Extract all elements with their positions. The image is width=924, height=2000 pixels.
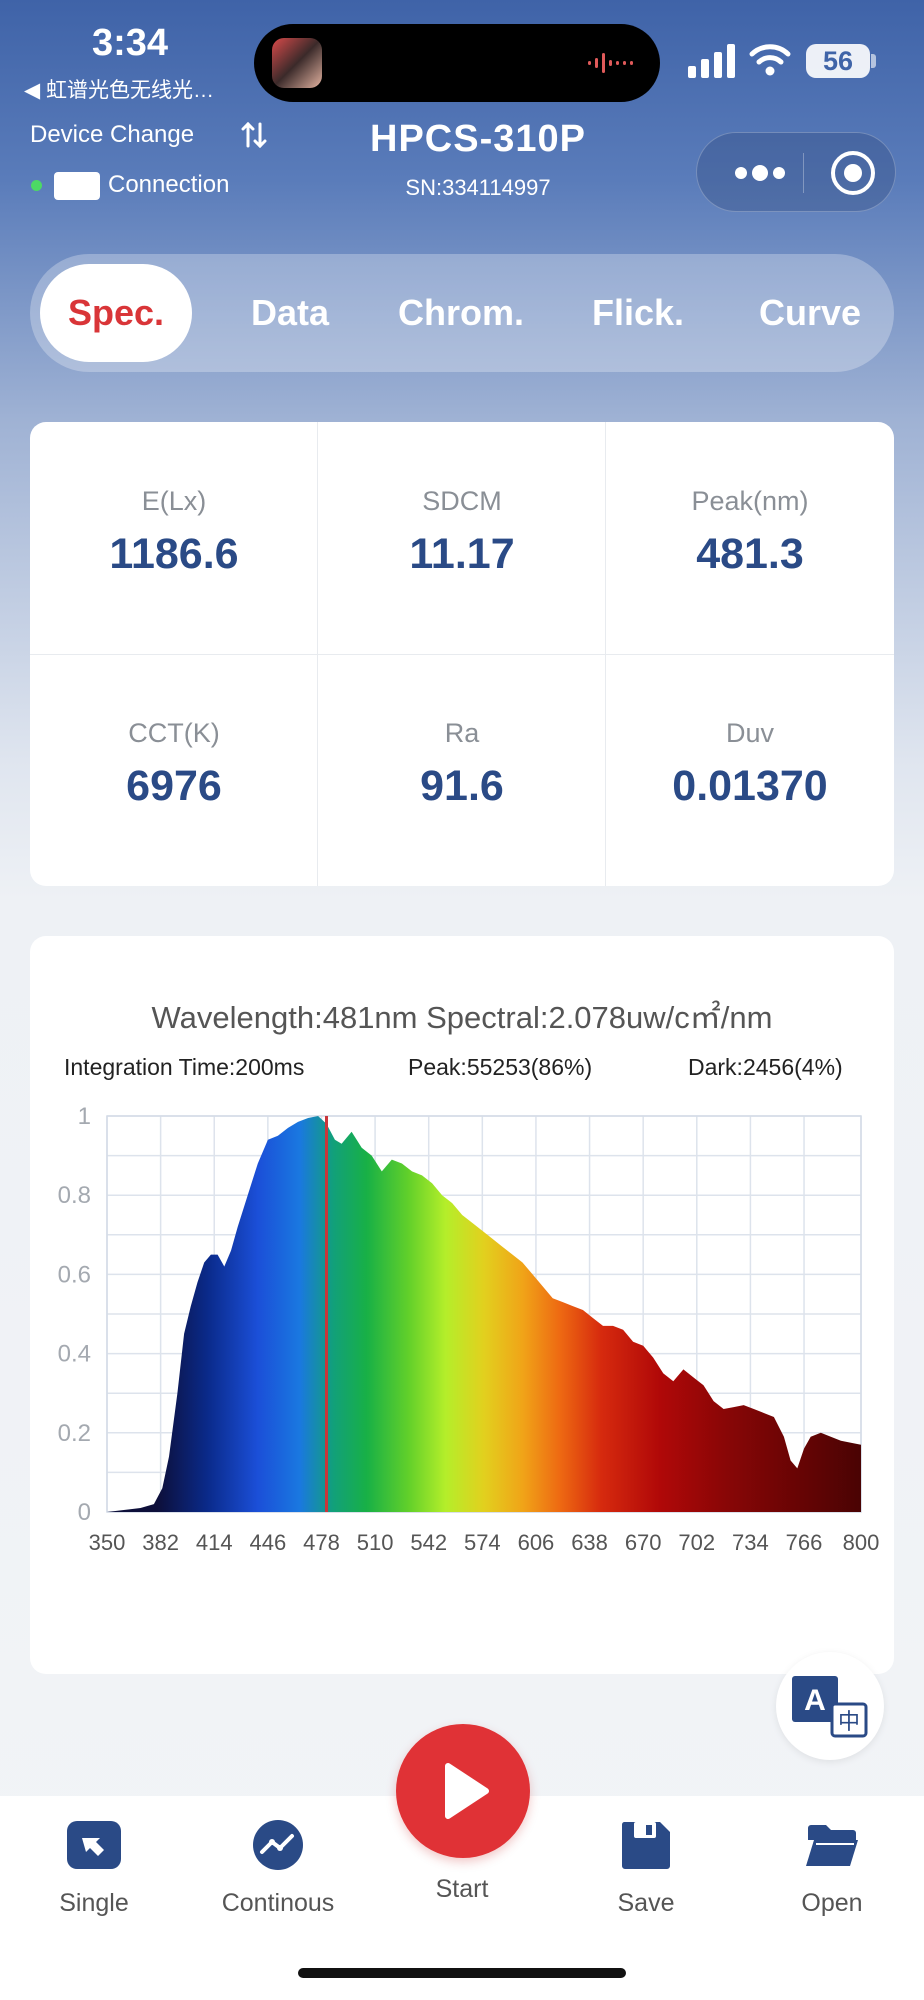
metric-ra: Ra 91.6 (318, 654, 606, 886)
open-label: Open (801, 1889, 863, 1917)
x-tick-label: 800 (843, 1530, 880, 1555)
metric-value: 0.01370 (672, 762, 828, 810)
folder-open-icon (806, 1825, 858, 1866)
x-tick-label: 478 (303, 1530, 340, 1555)
dark-count: Dark:2456(4%) (688, 1054, 843, 1080)
spectrum-area (107, 1116, 861, 1512)
now-playing-thumbnail (272, 38, 322, 88)
y-tick-label: 0.2 (58, 1420, 91, 1447)
metrics-card: E(Lx) 1186.6 SDCM 11.17 Peak(nm) 481.3 C… (30, 422, 894, 886)
miniprogram-capsule (696, 132, 896, 212)
y-tick-label: 1 (78, 1103, 91, 1130)
capsule-divider (803, 153, 804, 193)
translate-button[interactable]: A 中 (776, 1652, 884, 1760)
tab-curve[interactable]: Curve (758, 292, 862, 333)
tab-bar: Spec. Data Chrom. Flick. Curve (30, 254, 894, 372)
metric-label: Duv (725, 718, 774, 748)
swap-arrows-icon[interactable] (240, 120, 268, 150)
metric-label: SDCM (422, 486, 502, 516)
metric-duv: Duv 0.01370 (606, 654, 894, 886)
device-model-title: HPCS-310P (370, 118, 586, 160)
metric-value: 1186.6 (109, 530, 239, 578)
x-tick-label: 606 (518, 1530, 555, 1555)
grid-divider (30, 654, 894, 655)
wavelength-readout: Wavelength:481nm Spectral:2.078uw/c㎡/nm (151, 1000, 773, 1035)
single-label: Single (59, 1889, 129, 1917)
single-measure-icon (67, 1821, 121, 1869)
y-tick-label: 0.4 (58, 1341, 91, 1368)
status-time: 3:34 (92, 22, 169, 64)
play-icon (445, 1763, 489, 1819)
spectrum-card: Wavelength:481nm Spectral:2.078uw/c㎡/nm … (30, 936, 894, 1674)
metric-value: 91.6 (420, 762, 504, 810)
x-tick-label: 702 (678, 1530, 715, 1555)
tab-spec[interactable]: Spec. (40, 264, 192, 362)
save-icon (621, 1822, 670, 1869)
metric-illuminance: E(Lx) 1186.6 (30, 422, 318, 654)
tab-data[interactable]: Data (250, 292, 330, 333)
metric-value: 11.17 (409, 530, 515, 578)
connection-label: Connection (108, 171, 230, 198)
battery-tip (871, 54, 876, 68)
battery-icon: 56 (806, 44, 870, 78)
dynamic-island[interactable] (254, 24, 660, 102)
x-tick-label: 638 (571, 1530, 608, 1555)
continuous-button[interactable]: Continous (198, 1820, 358, 1918)
more-options-icon[interactable] (725, 155, 795, 191)
start-button[interactable] (396, 1724, 530, 1858)
translate-icon: A 中 (792, 1676, 868, 1738)
home-indicator[interactable] (298, 1968, 626, 1978)
x-tick-label: 670 (625, 1530, 662, 1555)
device-serial: SN:334114997 (405, 175, 551, 200)
x-tick-label: 766 (786, 1530, 823, 1555)
audio-wave-icon (588, 53, 633, 73)
metric-sdcm: SDCM 11.17 (318, 422, 606, 654)
connection-type-badge (54, 172, 100, 200)
wifi-icon (749, 44, 791, 76)
integration-time: Integration Time:200ms (64, 1054, 305, 1080)
open-button[interactable]: Open (752, 1820, 912, 1918)
tab-flick[interactable]: Flick. (591, 292, 685, 333)
metric-label: E(Lx) (141, 486, 207, 516)
x-tick-label: 382 (142, 1530, 179, 1555)
x-tick-label: 542 (410, 1530, 447, 1555)
tab-chrom[interactable]: Chrom. (398, 292, 524, 333)
continuous-label: Continous (221, 1889, 335, 1917)
metric-label: Ra (444, 718, 480, 748)
x-tick-label: 350 (89, 1530, 126, 1555)
device-change-button[interactable]: Device Change (30, 121, 195, 148)
x-tick-label: 446 (249, 1530, 286, 1555)
metric-label: CCT(K) (128, 718, 220, 748)
close-target-icon[interactable] (831, 151, 875, 195)
spectrum-chart[interactable]: 0 0.2 0.4 0.6 0.8 1 350 382 414 446 478 510 542 574 60… (30, 1096, 894, 1576)
single-button[interactable]: Single (14, 1820, 174, 1918)
metric-value: 481.3 (696, 530, 804, 578)
svg-text:中: 中 (838, 1710, 860, 1735)
connection-status-dot (31, 180, 42, 191)
save-label: Save (617, 1889, 675, 1917)
metric-peak: Peak(nm) 481.3 (606, 422, 894, 654)
x-tick-label: 414 (196, 1530, 233, 1555)
metric-value: 6976 (126, 762, 222, 810)
save-button[interactable]: Save (566, 1820, 726, 1918)
y-tick-label: 0 (78, 1499, 91, 1526)
x-tick-label: 574 (464, 1530, 501, 1555)
metric-cct: CCT(K) 6976 (30, 654, 318, 886)
back-to-app-link[interactable]: ◀ 虹谱光色无线光… (24, 79, 214, 102)
y-tick-label: 0.6 (58, 1261, 91, 1288)
x-tick-label: 510 (357, 1530, 394, 1555)
start-label: Start (435, 1875, 489, 1903)
metric-label: Peak(nm) (691, 486, 809, 516)
cellular-signal-icon (688, 44, 735, 78)
y-tick-label: 0.8 (58, 1182, 91, 1209)
x-tick-label: 734 (732, 1530, 769, 1555)
svg-text:A: A (804, 1684, 826, 1717)
continuous-measure-icon (253, 1820, 303, 1870)
peak-count: Peak:55253(86%) (408, 1054, 593, 1080)
